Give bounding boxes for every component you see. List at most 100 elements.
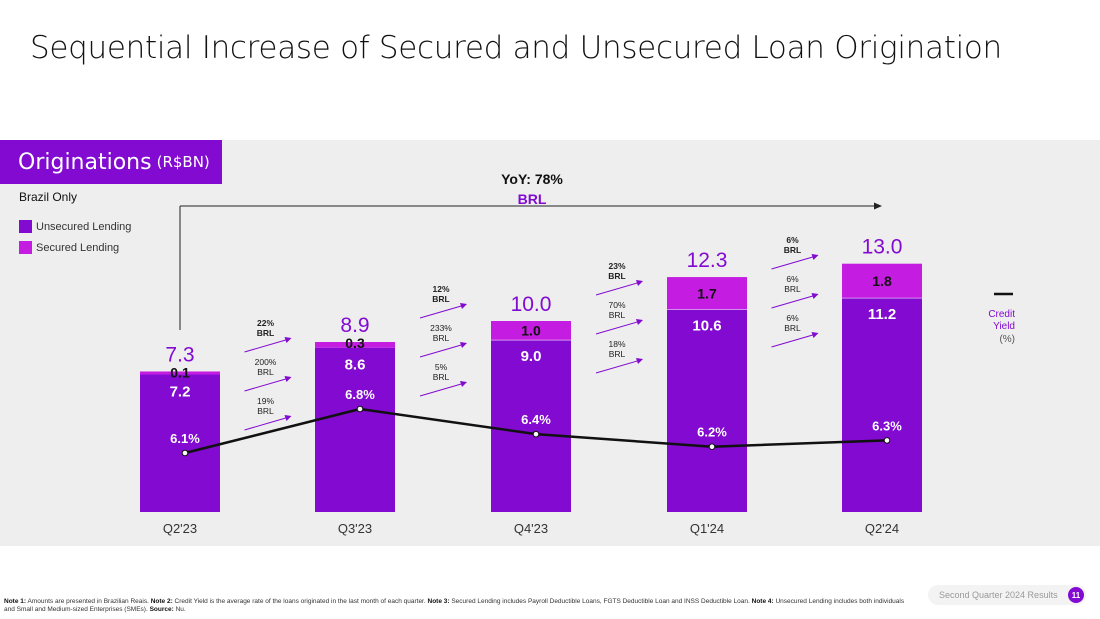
bar-unsecured (140, 374, 220, 512)
yoy-annotation: YoY: 78% BRL (179, 171, 882, 330)
growth-arrow-shaft (419, 305, 464, 319)
source-label: Source: (149, 606, 174, 613)
growth-arrowhead (460, 342, 467, 348)
growth-pct-label: 6% (786, 274, 799, 284)
growth-unit-label: BRL (433, 333, 450, 343)
growth-arrowhead (636, 319, 643, 325)
bar-secured (667, 277, 747, 310)
bar-secured (140, 371, 220, 375)
legend-label-secured: Secured Lending (36, 241, 120, 254)
yoy-arrowhead (874, 202, 882, 210)
originations-badge: Originations (R$BN) (0, 140, 222, 184)
credit-yield-label: 6.3% (872, 418, 902, 433)
growth-arrow-shaft (771, 295, 815, 309)
badge-unit: (R$BN) (156, 153, 210, 171)
note4-text: Unsecured Lending includes both individu… (4, 598, 905, 613)
credit-yield-point (532, 430, 540, 438)
growth-arrow-shaft (595, 321, 640, 335)
growth-arrow-shaft (595, 282, 640, 296)
bar-unsecured-label: 8.6 (345, 357, 366, 374)
bar-unsecured-label: 7.2 (170, 383, 191, 400)
bar-unsecured-label: 10.6 (692, 318, 721, 335)
bar-total-label: 10.0 (511, 293, 552, 316)
bar-unsecured (491, 340, 571, 512)
growth-unit-label: BRL (257, 328, 274, 338)
credit-yield-label-1: Credit (988, 309, 1015, 320)
growth-arrow-shaft (771, 334, 815, 348)
growth-arrow-shaft (595, 360, 640, 374)
growth-unit-label: BRL (257, 406, 274, 416)
growth-arrowhead (811, 293, 819, 299)
growth-arrowhead (636, 280, 643, 286)
growth-arrowhead (636, 358, 643, 364)
credit-yield-label: 6.2% (697, 425, 727, 440)
legend-swatch-unsecured (19, 220, 32, 233)
note3-label: Note 3: (427, 598, 450, 605)
growth-pct-label: 6% (786, 235, 799, 245)
growth-arrowhead (284, 415, 292, 421)
growth-pct-label: 6% (786, 313, 799, 323)
bar-total-label: 12.3 (687, 249, 728, 272)
page-title: Sequential Increase of Secured and Unsec… (30, 30, 1002, 66)
growth-arrow-shaft (771, 256, 815, 270)
bar-secured-label: 0.3 (345, 335, 365, 351)
credit-yield-label: 6.1% (170, 431, 200, 446)
growth-arrowhead (284, 337, 292, 343)
legend: Unsecured Lending Secured Lending (19, 216, 131, 258)
growth-arrow-shaft (419, 344, 464, 358)
bar-secured-label: 1.8 (872, 273, 892, 289)
note1-label: Note 1: (4, 598, 27, 605)
growth-unit-label: BRL (433, 372, 450, 382)
credit-yield-point (883, 437, 891, 444)
yoy-label: YoY: 78% (501, 171, 563, 187)
growth-arrowhead (811, 254, 819, 260)
category-label: Q4'23 (514, 521, 548, 536)
footnotes: Note 1: Amounts are presented in Brazili… (4, 598, 916, 614)
growth-arrowhead (460, 381, 467, 387)
credit-yield-label: 6.4% (521, 412, 551, 427)
credit-yield-label-2: Yield (993, 321, 1015, 332)
category-label: Q1'24 (690, 521, 724, 536)
report-label: Second Quarter 2024 Results (939, 590, 1058, 600)
bar-secured (491, 321, 571, 341)
legend-item-secured: Secured Lending (19, 237, 131, 258)
badge-label: Originations (18, 149, 152, 175)
note4-label: Note 4: (751, 598, 774, 605)
bar-total-label: 13.0 (862, 236, 903, 259)
bar-secured (842, 263, 922, 299)
legend-item-unsecured: Unsecured Lending (19, 216, 131, 237)
page-footer: Second Quarter 2024 Results 11 (928, 585, 1086, 605)
growth-arrow-shaft (244, 417, 288, 431)
source-text: Nu. (175, 606, 186, 613)
credit-yield-point (708, 443, 716, 451)
credit-yield-point (181, 449, 189, 457)
yoy-sub: BRL (518, 191, 547, 207)
growth-pct-label: 19% (257, 396, 274, 406)
credit-yield-label-3: (%) (999, 334, 1015, 345)
growth-pct-label: 5% (435, 362, 448, 372)
growth-arrowhead (284, 376, 292, 382)
growth-arrowhead (460, 303, 467, 309)
growth-pct-label: 18% (608, 339, 625, 349)
growth-pct-label: 233% (430, 323, 452, 333)
growth-pct-label: 200% (255, 357, 277, 367)
credit-yield-label: 6.8% (345, 387, 375, 402)
bar-unsecured (667, 309, 747, 512)
bar-secured-label: 1.7 (697, 285, 717, 301)
note3-text: Secured Lending includes Payroll Deducti… (451, 598, 750, 605)
legend-swatch-secured (19, 241, 32, 254)
growth-unit-label: BRL (608, 271, 625, 281)
note2-text: Credit Yield is the average rate of the … (174, 598, 426, 605)
growth-arrow-shaft (419, 383, 464, 397)
credit-yield-point (356, 405, 364, 413)
page-number: 11 (1068, 587, 1084, 603)
growth-arrow-shaft (244, 339, 288, 353)
growth-unit-label: BRL (257, 367, 274, 377)
growth-pct-label: 70% (608, 300, 625, 310)
bar-secured-label: 0.1 (170, 364, 190, 380)
growth-arrow-shaft (244, 378, 288, 392)
category-label: Q2'23 (163, 521, 197, 536)
scope-label: Brazil Only (19, 190, 78, 204)
note2-label: Note 2: (150, 598, 173, 605)
